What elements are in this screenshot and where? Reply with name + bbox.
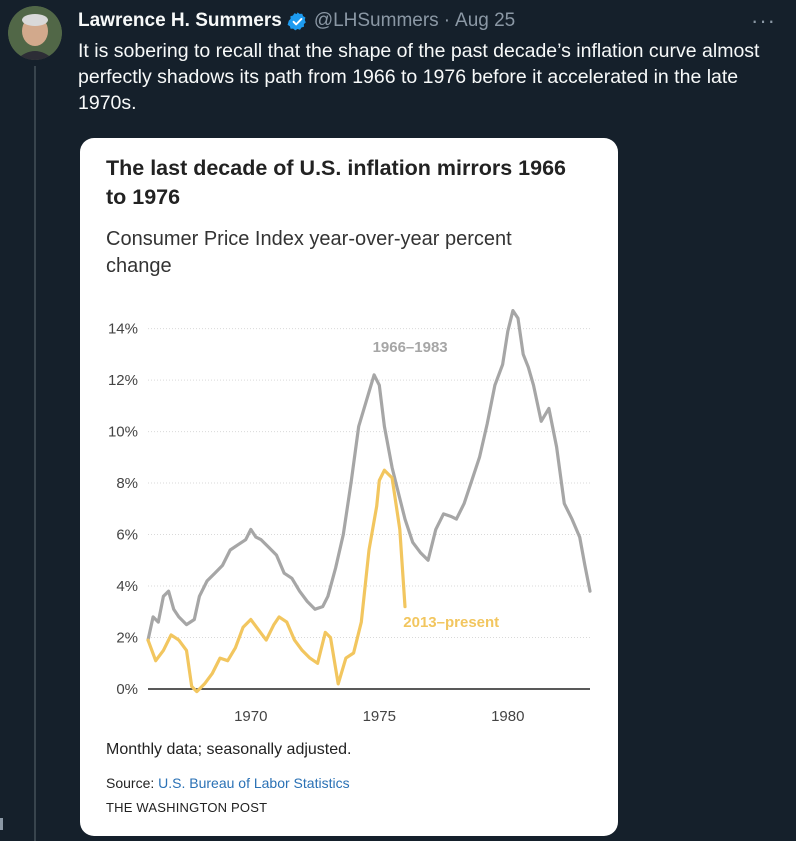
chart-source: Source: U.S. Bureau of Labor Statistics xyxy=(106,775,350,791)
y-tick-label: 2% xyxy=(116,630,138,647)
avatar-image xyxy=(8,6,62,60)
x-tick-label: 1975 xyxy=(363,708,396,725)
y-tick-label: 4% xyxy=(116,578,138,595)
avatar[interactable] xyxy=(8,6,62,60)
series-line xyxy=(146,468,407,694)
chart-title: The last decade of U.S. inflation mirror… xyxy=(106,156,566,209)
x-tick-label: 1980 xyxy=(491,708,524,725)
y-tick-label: 10% xyxy=(108,424,138,441)
y-tick-label: 12% xyxy=(108,372,138,389)
thread-line xyxy=(34,66,36,841)
verified-badge-icon[interactable] xyxy=(287,11,308,32)
chart-credit: THE WASHINGTON POST xyxy=(106,800,268,815)
inflation-line-chart: 0% 2% 4% 6% 8% 10% 12% 14% 1970 1975 1980 1966–1983… xyxy=(108,309,592,725)
source-label: Source: xyxy=(106,775,159,791)
tweet-text: It is sobering to recall that the shape … xyxy=(78,40,760,114)
x-tick-label: 1970 xyxy=(234,708,267,725)
series-label: 2013–present xyxy=(403,614,499,631)
source-link[interactable]: U.S. Bureau of Labor Statistics xyxy=(158,775,350,791)
tweet-header: Lawrence H. Summers @LHSummers · Aug 25 … xyxy=(78,8,784,34)
y-tick-label: 14% xyxy=(108,321,138,338)
y-tick-label: 8% xyxy=(116,475,138,492)
more-options-icon[interactable]: ··· xyxy=(751,8,776,33)
author-name[interactable]: Lawrence H. Summers xyxy=(78,10,282,31)
y-tick-label: 0% xyxy=(116,681,138,698)
chart-note: Monthly data; seasonally adjusted. xyxy=(106,741,352,758)
series-label: 1966–1983 xyxy=(373,339,448,356)
tweet-date[interactable]: Aug 25 xyxy=(455,10,516,31)
y-tick-label: 6% xyxy=(116,527,138,544)
separator-dot: · xyxy=(443,10,451,31)
scroll-marker xyxy=(0,818,3,830)
chart-image-card[interactable]: The last decade of U.S. inflation mirror… xyxy=(80,138,618,836)
chart-subtitle: Consumer Price Index year-over-year perc… xyxy=(106,228,512,277)
series-line xyxy=(146,309,592,642)
author-handle[interactable]: @LHSummers xyxy=(313,10,439,31)
